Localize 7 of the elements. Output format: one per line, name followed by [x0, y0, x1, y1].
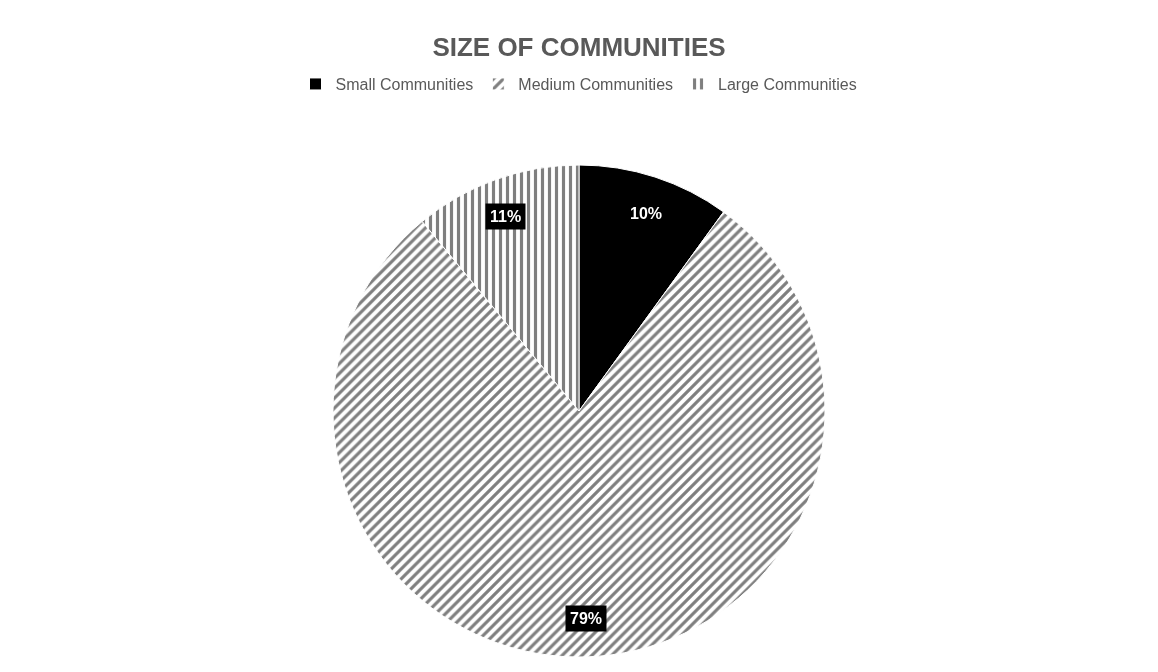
data-label: 79%: [570, 610, 603, 627]
legend-label: Small Communities: [335, 76, 474, 94]
chart-title: SIZE OF COMMUNITIES: [432, 32, 726, 63]
legend-label: Large Communities: [718, 76, 857, 94]
legend-label: Medium Communities: [518, 76, 674, 94]
data-label: 10%: [630, 205, 663, 222]
data-label: 11%: [490, 208, 522, 225]
